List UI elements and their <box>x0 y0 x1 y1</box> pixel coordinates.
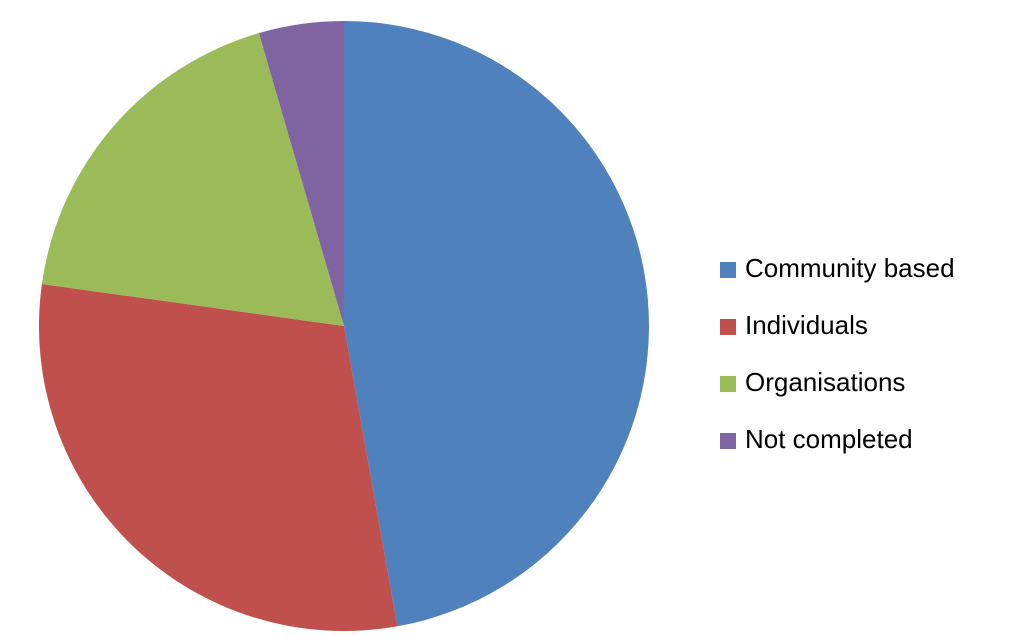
pie-slice <box>41 33 344 327</box>
legend-label: Individuals <box>745 310 868 340</box>
legend-label: Community based <box>745 253 955 283</box>
pie-slice <box>344 21 649 627</box>
pie-slice <box>38 283 398 631</box>
legend-label: Not completed <box>745 424 913 454</box>
legend-label: Organisations <box>745 367 905 397</box>
legend-swatch <box>720 376 736 392</box>
pie-slice <box>258 21 344 326</box>
legend-swatch <box>720 433 736 449</box>
legend-swatch <box>720 319 736 335</box>
legend-swatch <box>720 262 736 278</box>
